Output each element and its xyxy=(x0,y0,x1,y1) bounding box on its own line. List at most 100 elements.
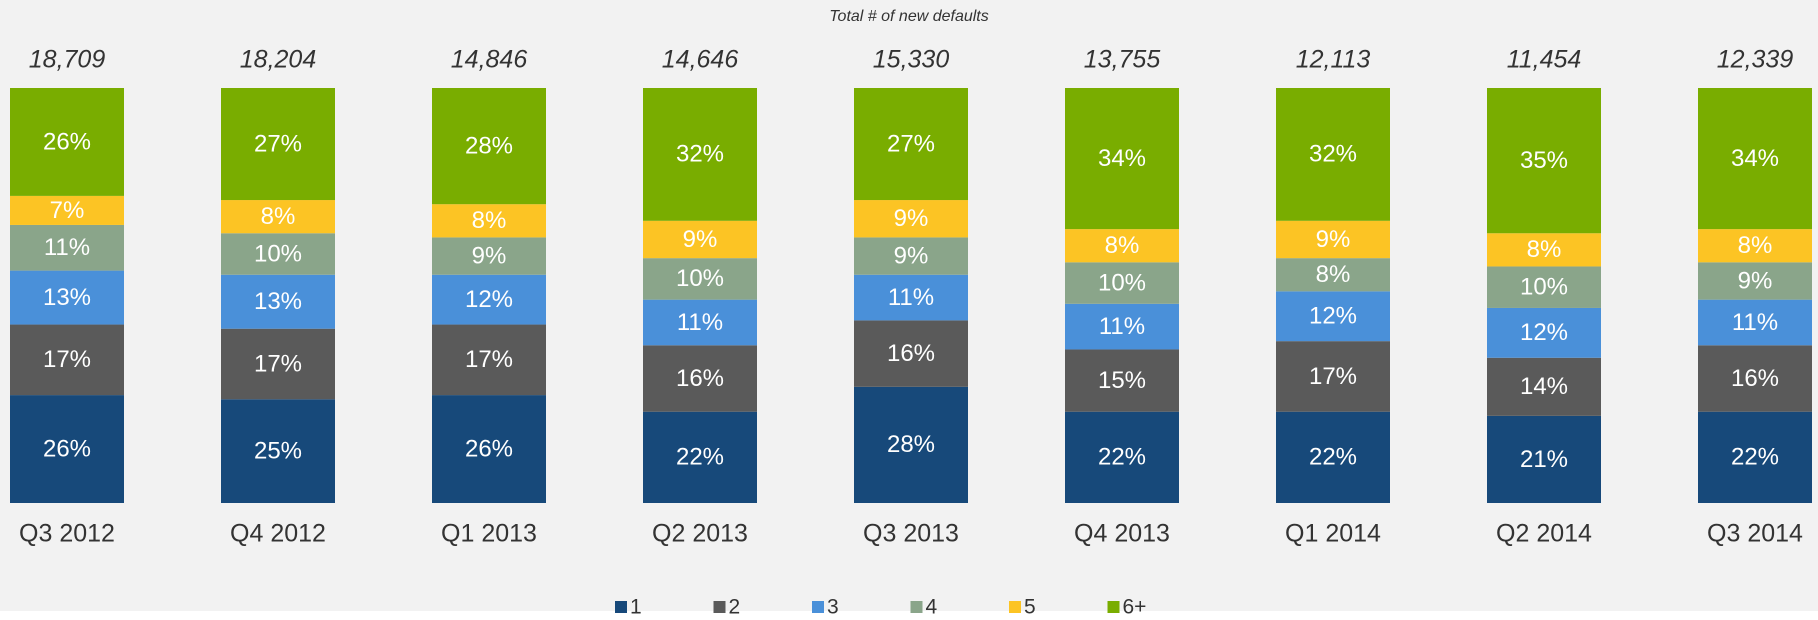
total-label: 18,709 xyxy=(29,46,106,74)
bar-segment xyxy=(1276,291,1390,342)
total-label: 18,204 xyxy=(240,46,316,74)
bar-segment xyxy=(1698,411,1812,503)
data-label: 11% xyxy=(44,234,90,261)
x-tick-label: Q2 2013 xyxy=(652,520,748,548)
bar-segment xyxy=(1487,415,1601,503)
data-label: 8% xyxy=(1105,232,1140,259)
bar-segment xyxy=(854,274,968,321)
bar-segment xyxy=(854,88,968,201)
data-label: 10% xyxy=(676,265,724,292)
x-tick-label: Q3 2014 xyxy=(1707,520,1803,548)
total-label: 15,330 xyxy=(873,46,950,74)
data-label: 32% xyxy=(676,141,724,168)
data-label: 13% xyxy=(254,288,302,315)
x-tick-label: Q3 2012 xyxy=(19,520,115,548)
data-label: 9% xyxy=(894,242,929,269)
bar-segment xyxy=(432,274,546,325)
data-label: 9% xyxy=(894,205,929,232)
bar-segment xyxy=(221,274,335,329)
bar-segment xyxy=(221,399,335,503)
data-label: 12% xyxy=(1520,319,1568,346)
data-label: 32% xyxy=(1309,141,1357,168)
total-label: 12,339 xyxy=(1717,46,1794,74)
bar-segment xyxy=(1698,88,1812,230)
x-tick-label: Q4 2013 xyxy=(1074,520,1170,548)
legend-swatch xyxy=(812,601,824,613)
bar-segment xyxy=(854,386,968,503)
data-label: 17% xyxy=(43,346,91,373)
bar-segment xyxy=(1276,88,1390,221)
legend-swatch xyxy=(615,601,627,613)
bar-segment xyxy=(432,88,546,205)
data-label: 10% xyxy=(1098,269,1146,296)
data-label: 8% xyxy=(1316,261,1351,288)
legend-swatch xyxy=(1009,601,1021,613)
bar-segment xyxy=(643,345,757,412)
legend-swatch xyxy=(910,601,923,613)
bar-segment xyxy=(221,328,335,400)
data-label: 34% xyxy=(1731,145,1779,172)
data-label: 12% xyxy=(465,286,513,313)
bar-segment xyxy=(1065,349,1179,412)
data-label: 8% xyxy=(472,207,507,234)
legend-label: 2 xyxy=(729,596,741,619)
bar-segment xyxy=(1698,345,1812,412)
data-label: 15% xyxy=(1098,367,1146,394)
total-label: 12,113 xyxy=(1296,46,1371,74)
data-label: 35% xyxy=(1520,147,1568,174)
bar-segment xyxy=(10,395,124,503)
x-tick-label: Q1 2014 xyxy=(1285,520,1381,548)
data-label: 11% xyxy=(677,309,723,336)
bar-segment xyxy=(432,395,546,503)
data-label: 8% xyxy=(261,203,296,230)
bar-segment xyxy=(1487,357,1601,416)
data-label: 16% xyxy=(887,340,935,367)
data-label: 12% xyxy=(1309,303,1357,330)
bar-segment xyxy=(1698,229,1812,263)
x-tick-label: Q4 2012 xyxy=(230,520,326,548)
data-label: 13% xyxy=(43,284,91,311)
data-label: 11% xyxy=(1099,313,1145,340)
data-label: 14% xyxy=(1520,373,1568,400)
bar-segment xyxy=(432,324,546,396)
bar-segment xyxy=(1065,88,1179,230)
legend-label: 6+ xyxy=(1123,596,1147,619)
bar-segment xyxy=(221,88,335,201)
data-label: 10% xyxy=(254,240,302,267)
bar-segment xyxy=(1065,262,1179,304)
total-label: 14,646 xyxy=(662,46,739,74)
data-label: 34% xyxy=(1098,145,1146,172)
data-label: 27% xyxy=(254,130,302,157)
data-label: 9% xyxy=(683,226,718,253)
bar-segment xyxy=(1065,229,1179,263)
data-label: 27% xyxy=(887,130,935,157)
bar-segment xyxy=(1065,411,1179,503)
data-label: 26% xyxy=(43,128,91,155)
x-tick-label: Q2 2014 xyxy=(1496,520,1592,548)
bar-segment xyxy=(221,233,335,275)
x-tick-label: Q3 2013 xyxy=(863,520,959,548)
data-label: 22% xyxy=(1731,444,1779,471)
bar-segment xyxy=(643,258,757,300)
bar-segment xyxy=(10,88,124,196)
data-label: 11% xyxy=(1732,309,1778,336)
data-label: 26% xyxy=(43,435,91,462)
data-label: 22% xyxy=(1098,444,1146,471)
data-label: 21% xyxy=(1520,446,1568,473)
bar-segment xyxy=(432,204,546,238)
data-label: 9% xyxy=(1316,226,1351,253)
x-tick-label: Q1 2013 xyxy=(441,520,537,548)
bar-segment xyxy=(1276,258,1390,292)
data-label: 9% xyxy=(472,242,507,269)
data-label: 28% xyxy=(465,132,513,159)
data-label: 17% xyxy=(465,346,513,373)
bar-segment xyxy=(1276,220,1390,259)
chart-title: Total # of new defaults xyxy=(829,8,989,25)
bar-segment xyxy=(432,237,546,275)
data-label: 17% xyxy=(254,350,302,377)
bar-segment xyxy=(10,270,124,325)
data-label: 16% xyxy=(676,365,724,392)
bar-segment xyxy=(643,411,757,503)
data-label: 22% xyxy=(1309,444,1357,471)
